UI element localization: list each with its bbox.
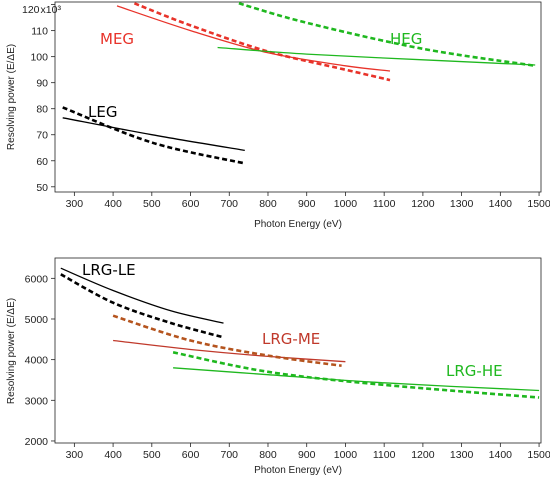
top-x-tick-label: 500 bbox=[143, 198, 161, 210]
bottom-chart: 300 400 500 600 700 800 900 1000 1100 1200 1300 140… bbox=[6, 257, 550, 476]
series-meg-solid bbox=[116, 5, 391, 72]
top-x-tick-label: 700 bbox=[220, 198, 238, 210]
series-lrg-he-dashed bbox=[172, 351, 540, 399]
top-x-tick-label: 1200 bbox=[411, 198, 435, 210]
bottom-y-tick-label: 4000 bbox=[25, 355, 49, 367]
label-heg: HEG bbox=[390, 30, 422, 48]
series-lrg-me-solid bbox=[113, 339, 346, 363]
bottom-x-tick-label: 500 bbox=[143, 449, 161, 461]
series-leg-dashed bbox=[62, 106, 246, 165]
bottom-x-tick-label: 1200 bbox=[411, 449, 435, 461]
top-y-tick-label: 110 bbox=[31, 26, 48, 38]
top-x-tick-label: 1000 bbox=[334, 198, 358, 210]
bottom-plot-frame bbox=[54, 257, 542, 444]
series-lrg-le-solid bbox=[60, 267, 224, 324]
bottom-x-tick-label: 400 bbox=[104, 449, 122, 461]
series-leg-solid bbox=[62, 117, 245, 152]
top-x-tick-label: 1500 bbox=[527, 198, 550, 210]
top-y-tick-label: 90 bbox=[36, 78, 48, 90]
top-y-axis-title: Resolving power (E/ΔE) bbox=[6, 44, 17, 150]
series-heg-solid bbox=[217, 46, 536, 66]
bottom-y-tick-label: 6000 bbox=[25, 273, 49, 285]
bottom-x-tick-label: 300 bbox=[66, 449, 84, 461]
bottom-x-tick-label: 900 bbox=[298, 449, 316, 461]
top-x-tick-label: 600 bbox=[182, 198, 200, 210]
top-x-tick-label: 1300 bbox=[450, 198, 474, 210]
label-meg: MEG bbox=[100, 30, 134, 48]
bottom-x-tick-label: 1100 bbox=[373, 449, 396, 461]
top-y-tick-label: 50 bbox=[36, 182, 48, 194]
top-y-tick-label: 60 bbox=[36, 156, 48, 168]
bottom-x-tick-label: 700 bbox=[220, 449, 238, 461]
top-y-tick-label: 100 bbox=[30, 52, 48, 64]
bottom-x-tick-label: 1400 bbox=[489, 449, 513, 461]
top-x-tick-label: 400 bbox=[104, 198, 122, 210]
bottom-x-tick-label: 1500 bbox=[527, 449, 550, 461]
top-x-tick-label: 800 bbox=[259, 198, 277, 210]
bottom-x-tick-label: 800 bbox=[259, 449, 277, 461]
top-x-tick-label: 1400 bbox=[489, 198, 513, 210]
series-heg-dashed bbox=[238, 2, 536, 68]
label-leg: LEG bbox=[88, 103, 117, 121]
bottom-y-tick-label: 2000 bbox=[25, 436, 49, 448]
series-lrg-me-dashed bbox=[112, 314, 342, 367]
top-x-tick-label: 300 bbox=[66, 198, 84, 210]
series-lrg-le-dashed bbox=[60, 273, 224, 339]
top-x-axis-title: Photon Energy (eV) bbox=[254, 219, 342, 230]
label-lrg-le: LRG-LE bbox=[82, 261, 136, 279]
top-plot-frame bbox=[54, 1, 542, 193]
top-x-tick-label: 1100 bbox=[373, 198, 396, 210]
top-y-multiplier: 120x10³ bbox=[22, 4, 61, 16]
series-meg-dashed bbox=[133, 2, 391, 82]
bottom-y-tick-label: 3000 bbox=[25, 395, 49, 407]
bottom-x-tick-label: 1000 bbox=[334, 449, 358, 461]
top-y-tick-label: 70 bbox=[36, 130, 48, 142]
bottom-x-tick-label: 1300 bbox=[450, 449, 474, 461]
top-chart: 300 400 500 600 700 800 900 1000 1100 1200 1300 140… bbox=[6, 1, 550, 230]
bottom-y-tick-label: 5000 bbox=[25, 314, 49, 326]
bottom-x-axis-title: Photon Energy (eV) bbox=[254, 465, 342, 476]
top-x-tick-label: 900 bbox=[298, 198, 316, 210]
bottom-x-tick-label: 600 bbox=[182, 449, 200, 461]
series-lrg-he-solid bbox=[173, 367, 540, 392]
label-lrg-he: LRG-HE bbox=[446, 362, 503, 380]
top-y-tick-label: 80 bbox=[36, 104, 48, 116]
bottom-y-axis-title: Resolving power (E/ΔE) bbox=[6, 298, 17, 404]
label-lrg-me: LRG-ME bbox=[262, 330, 320, 348]
